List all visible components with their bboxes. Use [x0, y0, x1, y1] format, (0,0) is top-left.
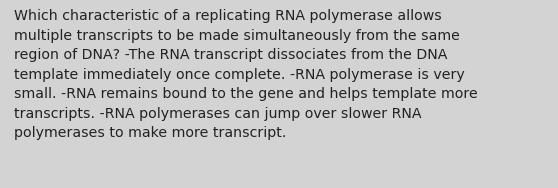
Text: Which characteristic of a replicating RNA polymerase allows
multiple transcripts: Which characteristic of a replicating RN… — [14, 9, 478, 140]
